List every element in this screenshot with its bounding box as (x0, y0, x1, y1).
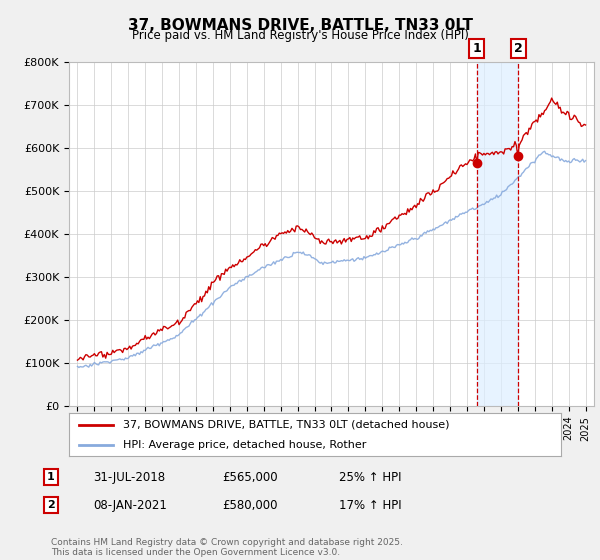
Text: 17% ↑ HPI: 17% ↑ HPI (339, 498, 401, 512)
Text: 37, BOWMANS DRIVE, BATTLE, TN33 0LT: 37, BOWMANS DRIVE, BATTLE, TN33 0LT (128, 18, 473, 33)
Text: Contains HM Land Registry data © Crown copyright and database right 2025.
This d: Contains HM Land Registry data © Crown c… (51, 538, 403, 557)
Bar (477, 62, 518, 406)
Text: 31-JUL-2018: 31-JUL-2018 (93, 470, 165, 484)
Text: 1: 1 (47, 472, 55, 482)
Text: 2: 2 (47, 500, 55, 510)
Text: £565,000: £565,000 (222, 470, 278, 484)
Text: 37, BOWMANS DRIVE, BATTLE, TN33 0LT (detached house): 37, BOWMANS DRIVE, BATTLE, TN33 0LT (det… (123, 419, 449, 430)
Text: £580,000: £580,000 (222, 498, 277, 512)
Text: 08-JAN-2021: 08-JAN-2021 (93, 498, 167, 512)
Text: 1: 1 (472, 42, 481, 55)
Text: HPI: Average price, detached house, Rother: HPI: Average price, detached house, Roth… (123, 440, 367, 450)
Text: 2: 2 (514, 42, 523, 55)
Text: Price paid vs. HM Land Registry's House Price Index (HPI): Price paid vs. HM Land Registry's House … (131, 29, 469, 42)
Text: 25% ↑ HPI: 25% ↑ HPI (339, 470, 401, 484)
